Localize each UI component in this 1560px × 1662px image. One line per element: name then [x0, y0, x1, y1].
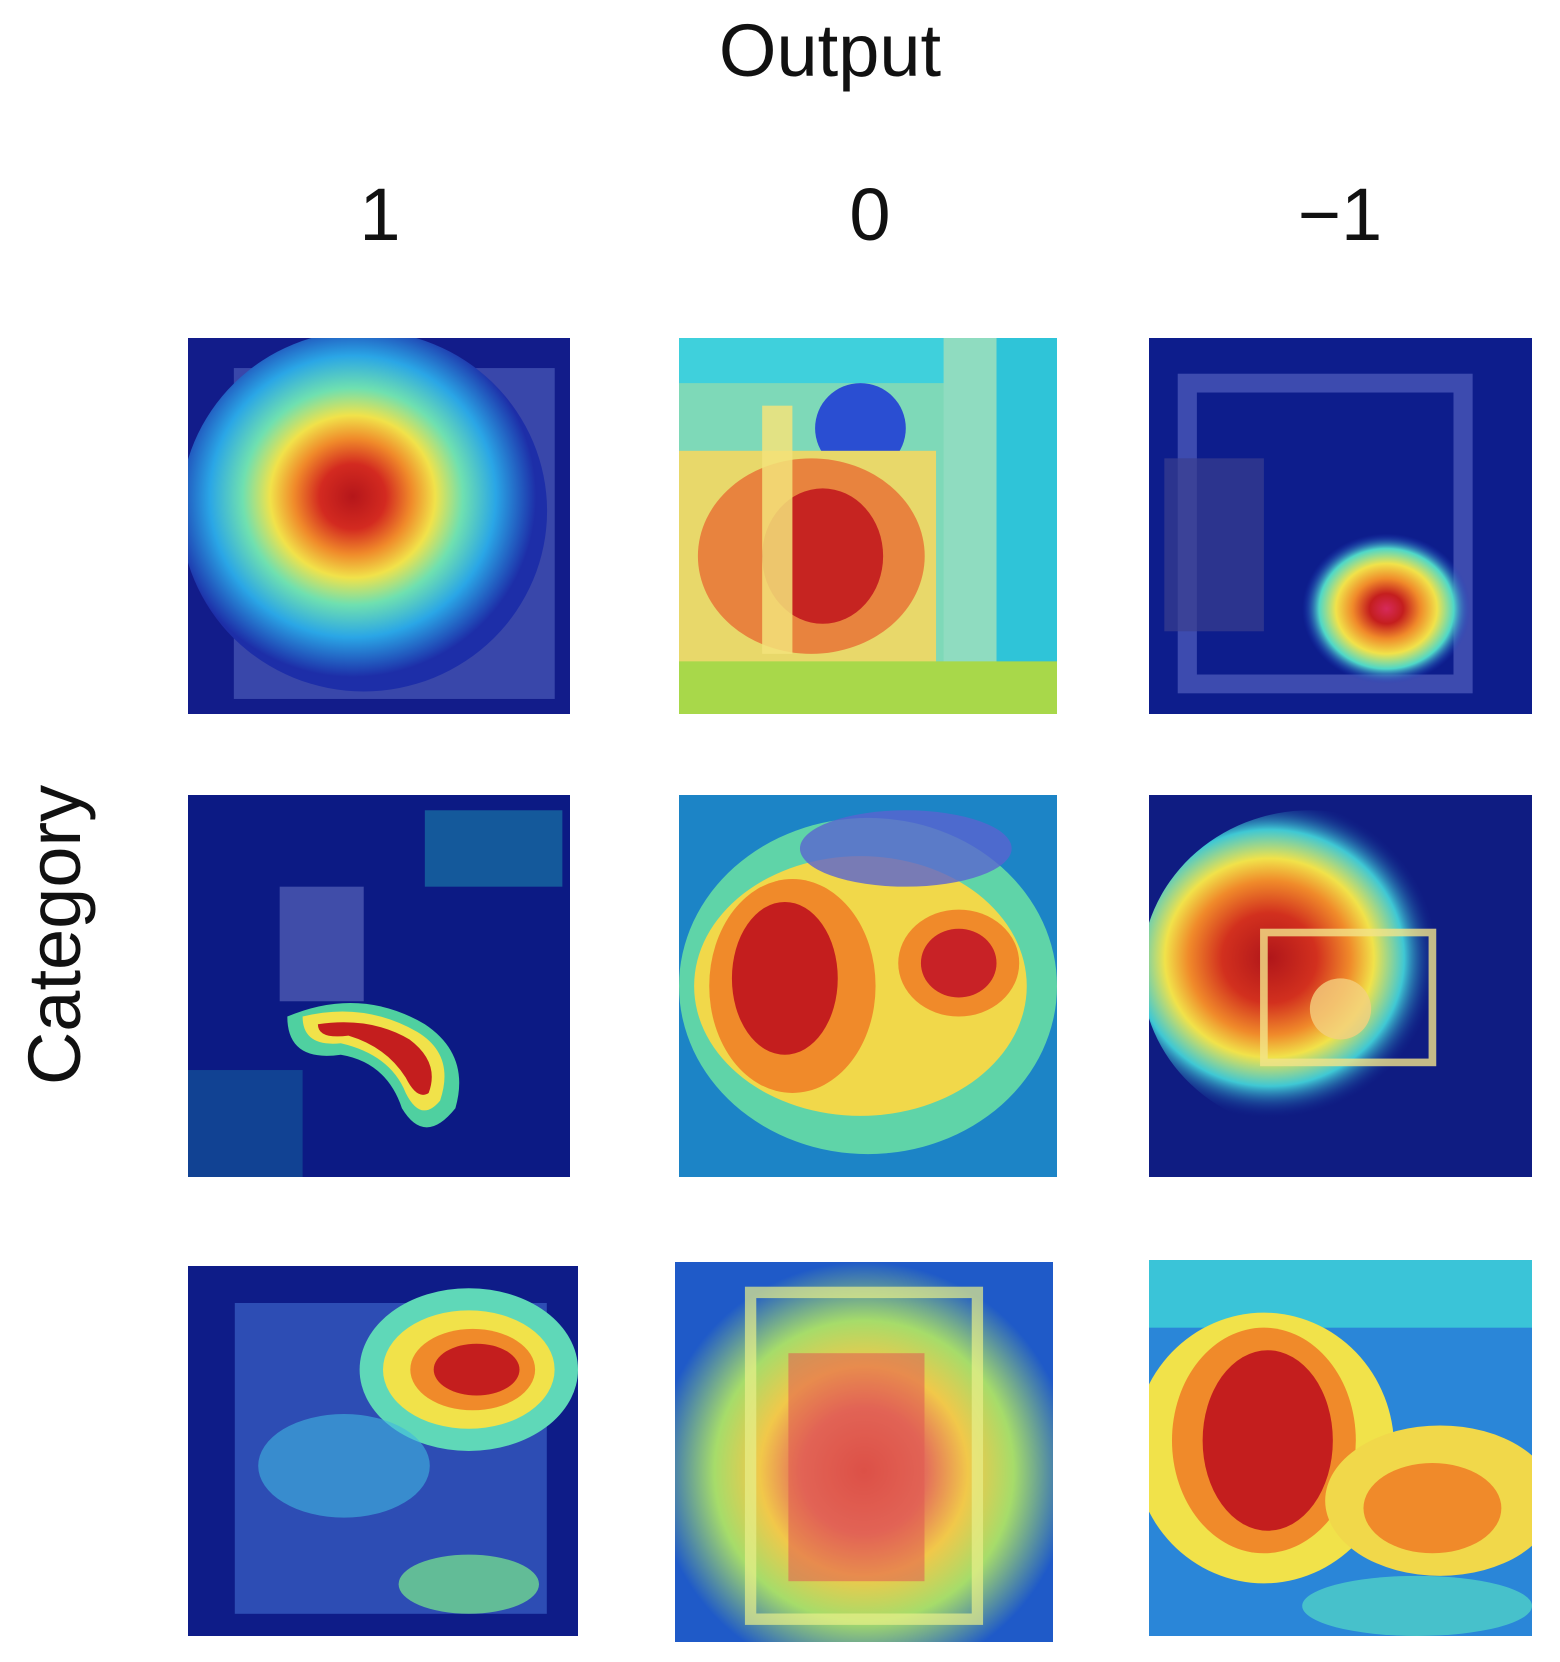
heatmap-r2-c2: [679, 795, 1057, 1177]
column-label-1: 1: [359, 173, 401, 256]
heatmap-r3-c2: [675, 1262, 1053, 1642]
row-axis-label: Category: [13, 784, 96, 1086]
heatmap-r3-c3: [1149, 1260, 1532, 1636]
heatmap-r2-c3: [1149, 795, 1532, 1177]
heatmap-r1-c2: [679, 338, 1057, 714]
column-label-minus-1: −1: [1297, 173, 1383, 256]
column-label-0: 0: [849, 173, 891, 256]
heatmap-r1-c1: [188, 338, 570, 714]
heatmap-r3-c1: [188, 1266, 578, 1636]
heatmap-r2-c1: [188, 795, 570, 1177]
figure-title: Output: [718, 9, 942, 92]
heatmap-r1-c3: [1149, 338, 1532, 714]
